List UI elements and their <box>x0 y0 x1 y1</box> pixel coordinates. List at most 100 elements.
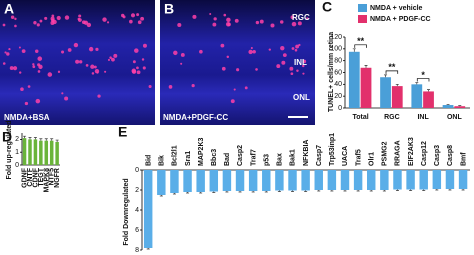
cell-dot <box>39 19 43 23</box>
bar <box>314 170 323 190</box>
cell-dot <box>88 46 94 52</box>
bar <box>209 170 219 192</box>
cell-dot <box>226 55 230 59</box>
cell-dot <box>44 16 48 20</box>
y-tick-label: 0 <box>338 105 342 112</box>
cell-dot <box>282 53 287 58</box>
cell-dot <box>57 70 61 73</box>
error-bar <box>317 190 321 192</box>
y-tick-label: 20 <box>334 93 342 100</box>
bar <box>423 91 434 108</box>
bar <box>406 170 415 190</box>
cell-dot <box>290 72 294 76</box>
cell-dot <box>14 17 17 21</box>
error-bar <box>44 138 48 141</box>
cell-dot <box>302 64 305 68</box>
x-tick-label: RGC <box>384 114 400 121</box>
cell-dot <box>173 50 178 56</box>
y-tick-label: 120 <box>330 34 342 41</box>
cell-dot <box>134 48 139 53</box>
cell-dot <box>132 60 136 64</box>
error-bar <box>461 189 465 191</box>
cell-dot <box>236 68 240 72</box>
cell-dot <box>142 43 147 48</box>
x-tick-label: Traf5 <box>355 149 362 166</box>
cell-dot <box>104 70 107 73</box>
bar <box>348 51 360 108</box>
error-bar <box>395 189 399 191</box>
cell-dot <box>276 64 281 69</box>
cell-dot <box>94 68 100 74</box>
cell-dot <box>136 13 140 17</box>
cell-dot <box>56 15 61 21</box>
bar <box>340 170 350 190</box>
error-bar <box>422 189 426 191</box>
x-tick-label: MAPK8 <box>43 168 50 193</box>
cell-dot <box>199 49 203 54</box>
x-tick-label: PSMG2 <box>382 141 389 166</box>
x-tick-label: Bak1 <box>290 149 297 166</box>
bar <box>170 170 179 193</box>
cell-dot <box>78 14 82 18</box>
cell-dot <box>192 14 197 19</box>
cell-dot <box>8 47 11 51</box>
cell-dot <box>47 72 53 77</box>
error-bar <box>186 192 190 194</box>
cell-dot <box>297 21 302 26</box>
cell-dot <box>255 68 258 71</box>
x-tick-label: Traf7 <box>250 149 257 166</box>
y-tick-label: 60 <box>334 69 342 76</box>
cell-dot <box>2 62 6 65</box>
cell-dot <box>259 19 264 24</box>
bar <box>367 170 376 190</box>
cell-dot <box>113 53 118 58</box>
cell-dot <box>131 68 137 74</box>
cell-dot <box>302 72 305 75</box>
x-tick-label: CDNF <box>32 167 39 187</box>
x-tick-label: Casp12 <box>421 141 428 166</box>
cell-dot <box>9 66 14 70</box>
cell-dot <box>121 13 125 18</box>
cell-dot <box>36 23 40 27</box>
cell-dot <box>19 71 22 74</box>
x-tick-label: Bmf <box>460 152 467 166</box>
significance-label: * <box>421 70 425 80</box>
cell-dot <box>168 85 173 89</box>
cell-dot <box>91 72 95 75</box>
cell-dot <box>298 43 301 47</box>
y-tick-label: 100 <box>330 46 342 53</box>
error-bar <box>225 191 229 193</box>
error-bar <box>364 65 368 68</box>
bar <box>55 141 59 165</box>
cell-dot <box>77 18 82 22</box>
y-tick-label: 6 <box>135 227 139 234</box>
cell-dot <box>302 59 307 64</box>
error-bar <box>39 138 43 141</box>
x-tick-label: EIF2AK3 <box>408 137 415 166</box>
cell-dot <box>230 99 235 104</box>
x-tick-label: Bax <box>277 153 284 166</box>
error-bar <box>55 139 59 142</box>
image-panel: B RGC INL ONL NMDA+PDGF-CC <box>160 0 315 125</box>
cell-dot <box>73 42 79 48</box>
cell-dot <box>109 56 112 59</box>
x-tick-label: Trp53inp1 <box>329 133 336 166</box>
cell-dot <box>51 14 55 18</box>
cell-dot <box>79 60 83 64</box>
legend-swatch <box>358 4 367 12</box>
cell-dot <box>280 45 285 51</box>
x-tick-label: RRAGA <box>395 140 402 166</box>
x-tick-label: Casp8 <box>447 145 454 166</box>
x-tick-label: NTF5 <box>49 168 56 186</box>
error-bar <box>172 193 176 195</box>
cell-dot <box>6 52 10 56</box>
bar <box>458 170 468 189</box>
cell-dot <box>90 64 95 69</box>
cell-dot <box>97 94 101 98</box>
panel-letter: A <box>4 1 14 17</box>
cell-dot <box>35 98 41 104</box>
cell-dot <box>85 64 89 67</box>
bar <box>393 170 402 190</box>
bar <box>445 170 455 189</box>
